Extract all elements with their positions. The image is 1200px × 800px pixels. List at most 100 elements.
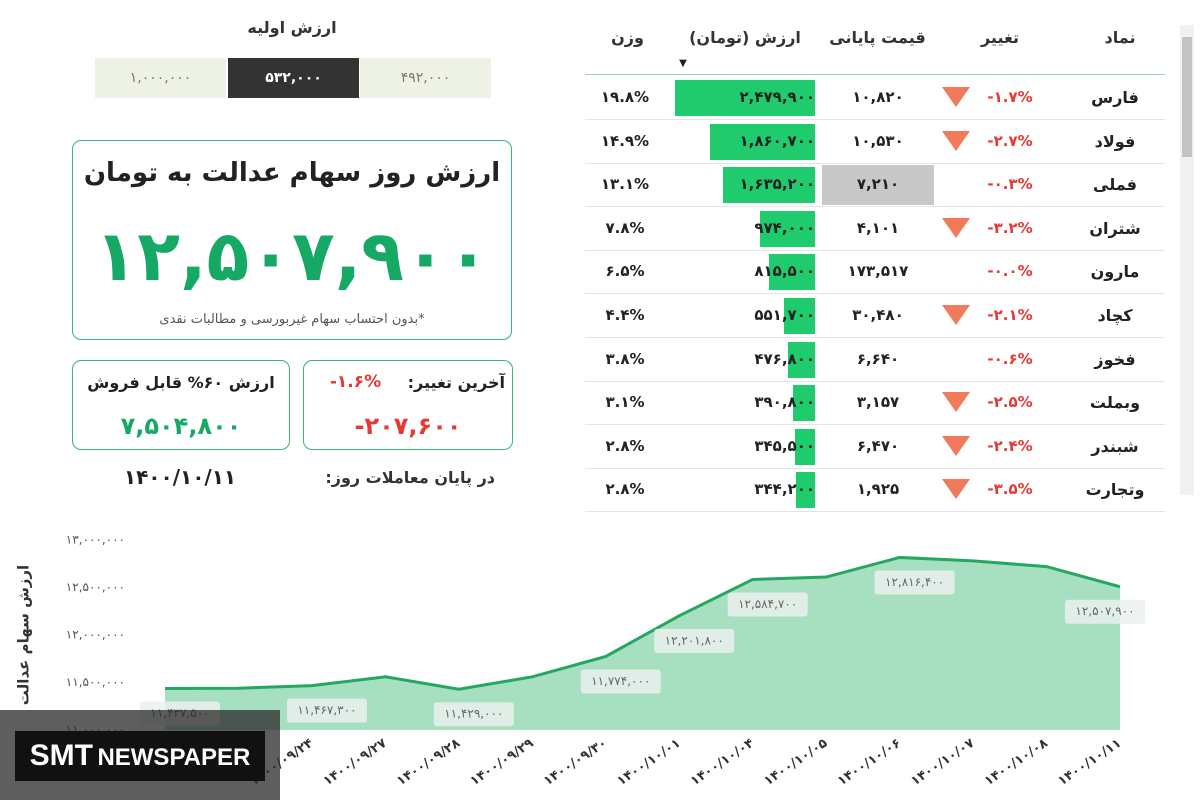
change-value: -۲۰۷,۶۰۰ — [354, 412, 462, 440]
price: ۶,۴۷۰ — [856, 436, 900, 455]
column-header: وزن — [611, 28, 644, 47]
sellable-value: ۷,۵۰۴,۸۰۰ — [120, 412, 242, 440]
value-bar — [788, 341, 815, 378]
sellable-title: ارزش ۶۰% قابل فروش — [87, 373, 275, 392]
price: ۱۰,۵۳۰ — [852, 131, 904, 150]
symbol: شتران — [1089, 218, 1141, 238]
change: -۰.۳% — [987, 175, 1033, 194]
option[interactable]: ۴۹۲,۰۰۰ — [360, 58, 491, 98]
value: ۲,۴۷۹,۹۰۰ — [739, 88, 815, 106]
change: -۲.۵% — [987, 393, 1033, 412]
weight: ۴.۴% — [605, 306, 645, 324]
symbol: فملی — [1093, 175, 1137, 195]
value-bar — [760, 210, 815, 247]
x-tick-label: ۱۴۰۰/۱۰/۱۱ — [1055, 736, 1124, 789]
x-tick-label: ۱۴۰۰/۱۰/۰۵ — [761, 736, 830, 789]
row-line — [585, 249, 1165, 251]
header-line — [585, 74, 1165, 75]
scroll-thumb — [1182, 37, 1192, 157]
symbol: وتجارت — [1085, 480, 1145, 500]
date-label: در پایان معاملات روز: — [325, 468, 495, 487]
value-label: ۱۱,۴۲۹,۰۰۰ — [444, 707, 503, 721]
value-label-bg — [580, 669, 661, 694]
change: -۳.۲% — [987, 218, 1033, 237]
column-header: قیمت پایانی — [829, 28, 926, 47]
value-label: ۱۲,۵۸۴,۷۰۰ — [738, 597, 797, 611]
value: ۳۴۴,۲۰۰ — [754, 480, 815, 499]
x-tick-label: ۱۴۰۰/۰۹/۳۰ — [541, 736, 610, 789]
row-line — [585, 293, 1165, 295]
column-header: نماد — [1104, 28, 1136, 47]
value-label-bg — [1065, 599, 1145, 624]
down-arrow — [942, 130, 970, 151]
down-arrow — [942, 217, 970, 238]
value-label-bg — [433, 702, 514, 727]
sort-arrow: ▼ — [679, 58, 687, 69]
change: -۲.۱% — [987, 306, 1033, 324]
down-arrow — [942, 479, 970, 500]
value: ۵۵۱,۷۰۰ — [754, 306, 815, 324]
value-label-bg — [727, 592, 808, 617]
value: ۱,۸۶۰,۷۰۰ — [739, 131, 815, 150]
value-bar — [768, 254, 815, 291]
weight: ۷.۸% — [605, 218, 645, 237]
symbol: فخوز — [1094, 349, 1136, 369]
value-label: ۱۱,۷۷۴,۰۰۰ — [591, 674, 650, 688]
initial-value-title: ارزش اولیه — [247, 18, 337, 37]
summary-value: ۱۲,۵۰۷,۹۰۰ — [94, 215, 490, 297]
y-tick-label: ۱۱,۵۰۰,۰۰۰ — [66, 675, 125, 689]
value: ۴۷۶,۸۰۰ — [754, 349, 815, 368]
symbol: کچاد — [1097, 306, 1133, 325]
symbol: مارون — [1090, 262, 1140, 282]
value: ۸۱۵,۵۰۰ — [754, 262, 815, 281]
price: ۱,۹۲۵ — [856, 480, 900, 499]
symbol: فولاد — [1094, 131, 1136, 151]
value-label-bg — [654, 628, 735, 653]
row-line — [585, 162, 1165, 164]
weight: ۲.۸% — [605, 436, 645, 455]
row-line — [585, 380, 1165, 382]
row-line — [585, 337, 1165, 338]
price: ۷,۲۱۰ — [856, 175, 900, 194]
x-tick-label: ۱۴۰۰/۰۹/۲۸ — [394, 736, 463, 789]
value-bar — [783, 298, 815, 334]
symbol: وبملت — [1089, 393, 1141, 413]
change: -۰.۰% — [987, 262, 1033, 281]
option[interactable]: ۱,۰۰۰,۰۰۰ — [95, 58, 226, 98]
change-percent: -۱.۶% — [329, 372, 382, 392]
sellable-box — [72, 360, 290, 450]
down-arrow — [942, 87, 970, 107]
value-label: ۱۲,۵۰۷,۹۰۰ — [1075, 604, 1134, 618]
change-title: آخرین تغییر: — [407, 373, 505, 392]
area — [165, 557, 1120, 730]
column-header: تغییر — [980, 28, 1020, 47]
y-tick-label: ۱۲,۰۰۰,۰۰۰ — [66, 628, 125, 642]
summary-box — [72, 140, 512, 340]
row-line — [585, 206, 1165, 208]
date-value: ۱۴۰۰/۱۰/۱۱ — [123, 465, 237, 489]
x-tick-label: ۱۴۰۰/۱۰/۰۱ — [615, 736, 684, 789]
down-arrow — [942, 435, 970, 456]
option[interactable]: ۵۳۲,۰۰۰ — [228, 58, 359, 98]
row-line — [585, 119, 1165, 120]
x-tick-label: ۱۴۰۰/۰۹/۲۷ — [321, 736, 390, 789]
x-tick-label: ۱۴۰۰/۱۰/۰۴ — [688, 736, 757, 789]
x-tick-label: ۱۴۰۰/۱۰/۰۶ — [835, 736, 904, 789]
y-tick-label: ۱۳,۰۰۰,۰۰۰ — [66, 533, 125, 547]
value: ۳۴۵,۵۰۰ — [754, 436, 815, 455]
x-tick-label: ۱۴۰۰/۱۰/۰۸ — [982, 736, 1051, 789]
change-box — [303, 360, 513, 450]
price: ۳,۱۵۷ — [856, 393, 900, 412]
weight: ۲.۸% — [605, 480, 645, 499]
down-arrow — [942, 392, 970, 413]
value-label: ۱۲,۸۱۶,۴۰۰ — [885, 575, 944, 589]
value: ۱,۶۳۵,۲۰۰ — [739, 175, 815, 194]
weight: ۱۹.۸% — [600, 88, 650, 106]
value-bar — [709, 123, 815, 160]
value: ۹۷۴,۰۰۰ — [754, 218, 815, 237]
column-header: ارزش (تومان) — [689, 28, 801, 47]
summary-title: ارزش روز سهام عدالت به تومان — [83, 158, 501, 188]
y-tick-label: ۱۲,۵۰۰,۰۰۰ — [66, 580, 125, 594]
row-line — [585, 424, 1165, 426]
down-arrow — [942, 305, 970, 325]
